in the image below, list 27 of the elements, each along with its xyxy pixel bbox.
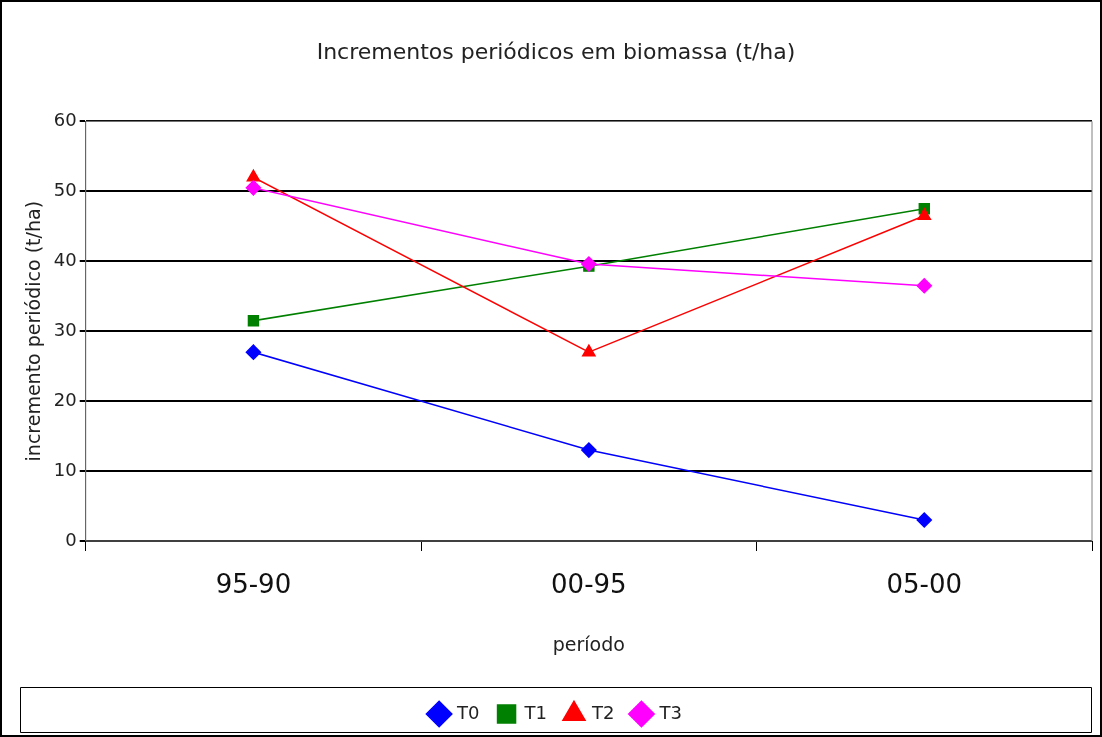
point [245, 344, 262, 360]
point [247, 315, 260, 327]
y-tick-label: 0 [65, 528, 77, 550]
point [916, 277, 933, 294]
legend-label: T1 [523, 701, 548, 723]
point [916, 512, 933, 528]
y-axis-title: incremento periódico (t/ha) [22, 200, 45, 462]
point [582, 344, 596, 357]
y-tick-label: 20 [53, 388, 77, 410]
x-tick-label: 05-00 [886, 569, 963, 600]
point [246, 169, 261, 182]
x-tick-label: 00-95 [551, 569, 627, 600]
chart-title: Incrementos periódicos em biomassa (t/ha) [316, 38, 796, 64]
legend-label: T3 [658, 701, 682, 723]
y-tick-label: 10 [53, 458, 77, 480]
legend-label: T0 [456, 701, 480, 723]
point [581, 442, 597, 458]
point [917, 208, 932, 221]
y-tick-label: 30 [53, 318, 77, 340]
legend-label: T2 [591, 701, 615, 723]
point [581, 256, 597, 272]
y-tick-label: 60 [53, 109, 77, 131]
y-tick-label: 40 [53, 248, 77, 270]
point [245, 180, 262, 196]
x-axis-title: período [552, 632, 625, 655]
x-tick-label: 95-90 [215, 569, 292, 600]
y-tick-label: 50 [53, 179, 77, 201]
